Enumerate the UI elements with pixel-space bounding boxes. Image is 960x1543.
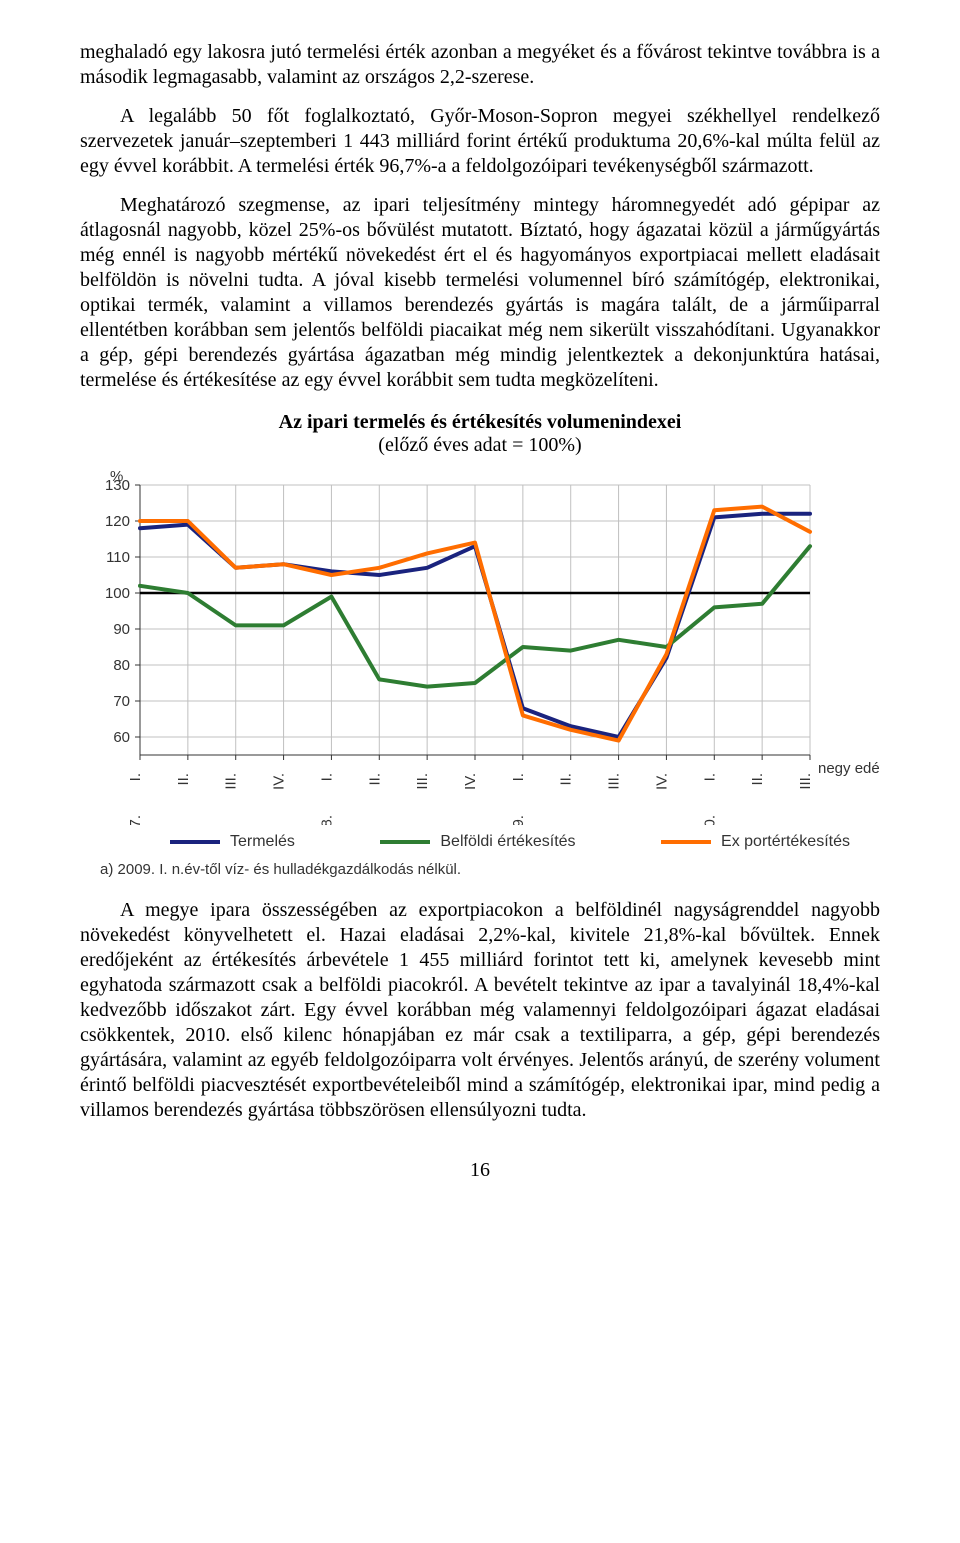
svg-text:%: % bbox=[110, 468, 123, 485]
svg-text:III.: III. bbox=[606, 773, 623, 790]
page-number: 16 bbox=[80, 1159, 880, 1182]
svg-text:II.: II. bbox=[175, 773, 192, 786]
svg-text:IV.: IV. bbox=[462, 773, 479, 790]
svg-text:IV.: IV. bbox=[271, 773, 288, 790]
svg-text:II.: II. bbox=[749, 773, 766, 786]
legend-label: Termelés bbox=[230, 833, 295, 851]
legend-label: Ex portértékesítés bbox=[721, 833, 850, 851]
svg-text:I.: I. bbox=[510, 773, 527, 781]
chart-title: Az ipari termelés és értékesítés volumen… bbox=[80, 411, 880, 434]
svg-text:II.: II. bbox=[366, 773, 383, 786]
svg-text:III.: III. bbox=[414, 773, 431, 790]
legend-swatch bbox=[380, 840, 430, 844]
chart-legend: Termelés Belföldi értékesítés Ex portérték… bbox=[80, 833, 880, 851]
svg-text:I.: I. bbox=[318, 773, 335, 781]
legend-item: Ex portértékesítés bbox=[661, 833, 850, 851]
chart-subtitle: (előző éves adat = 100%) bbox=[80, 434, 880, 457]
legend-label: Belföldi értékesítés bbox=[440, 833, 575, 851]
svg-text:2010.: 2010. bbox=[701, 815, 718, 825]
legend-item: Termelés bbox=[170, 833, 295, 851]
svg-text:70: 70 bbox=[113, 693, 130, 710]
svg-text:110: 110 bbox=[106, 549, 130, 566]
svg-text:negy edév: negy edév bbox=[818, 760, 880, 777]
svg-text:90: 90 bbox=[113, 621, 130, 638]
svg-text:III.: III. bbox=[223, 773, 240, 790]
legend-swatch bbox=[661, 840, 711, 844]
paragraph-1: meghaladó egy lakosra jutó termelési ért… bbox=[80, 40, 880, 90]
paragraph-4: A megye ipara összességében az exportpia… bbox=[80, 898, 880, 1123]
chart-container: 60708090100110120130I.II.III.IV.I.II.III… bbox=[80, 465, 880, 825]
line-chart: 60708090100110120130I.II.III.IV.I.II.III… bbox=[80, 465, 880, 825]
chart-footnote: a) 2009. I. n.év-től víz- és hulladékgaz… bbox=[100, 861, 880, 878]
legend-item: Belföldi értékesítés bbox=[380, 833, 575, 851]
svg-text:2008.: 2008. bbox=[318, 815, 335, 825]
svg-text:I.: I. bbox=[701, 773, 718, 781]
svg-text:2009.: 2009. bbox=[510, 815, 527, 825]
svg-text:120: 120 bbox=[105, 513, 130, 530]
svg-text:2007.: 2007. bbox=[127, 815, 144, 825]
page-container: meghaladó egy lakosra jutó termelési ért… bbox=[0, 0, 960, 1222]
svg-text:III.: III. bbox=[797, 773, 814, 790]
svg-text:80: 80 bbox=[113, 657, 130, 674]
svg-text:IV.: IV. bbox=[653, 773, 670, 790]
svg-text:I.: I. bbox=[127, 773, 144, 781]
legend-swatch bbox=[170, 840, 220, 844]
paragraph-2: A legalább 50 főt foglalkoztató, Győr-Mo… bbox=[80, 104, 880, 179]
svg-text:60: 60 bbox=[113, 729, 130, 746]
svg-text:II.: II. bbox=[558, 773, 575, 786]
svg-text:100: 100 bbox=[105, 585, 130, 602]
paragraph-3: Meghatározó szegmense, az ipari teljesít… bbox=[80, 193, 880, 393]
